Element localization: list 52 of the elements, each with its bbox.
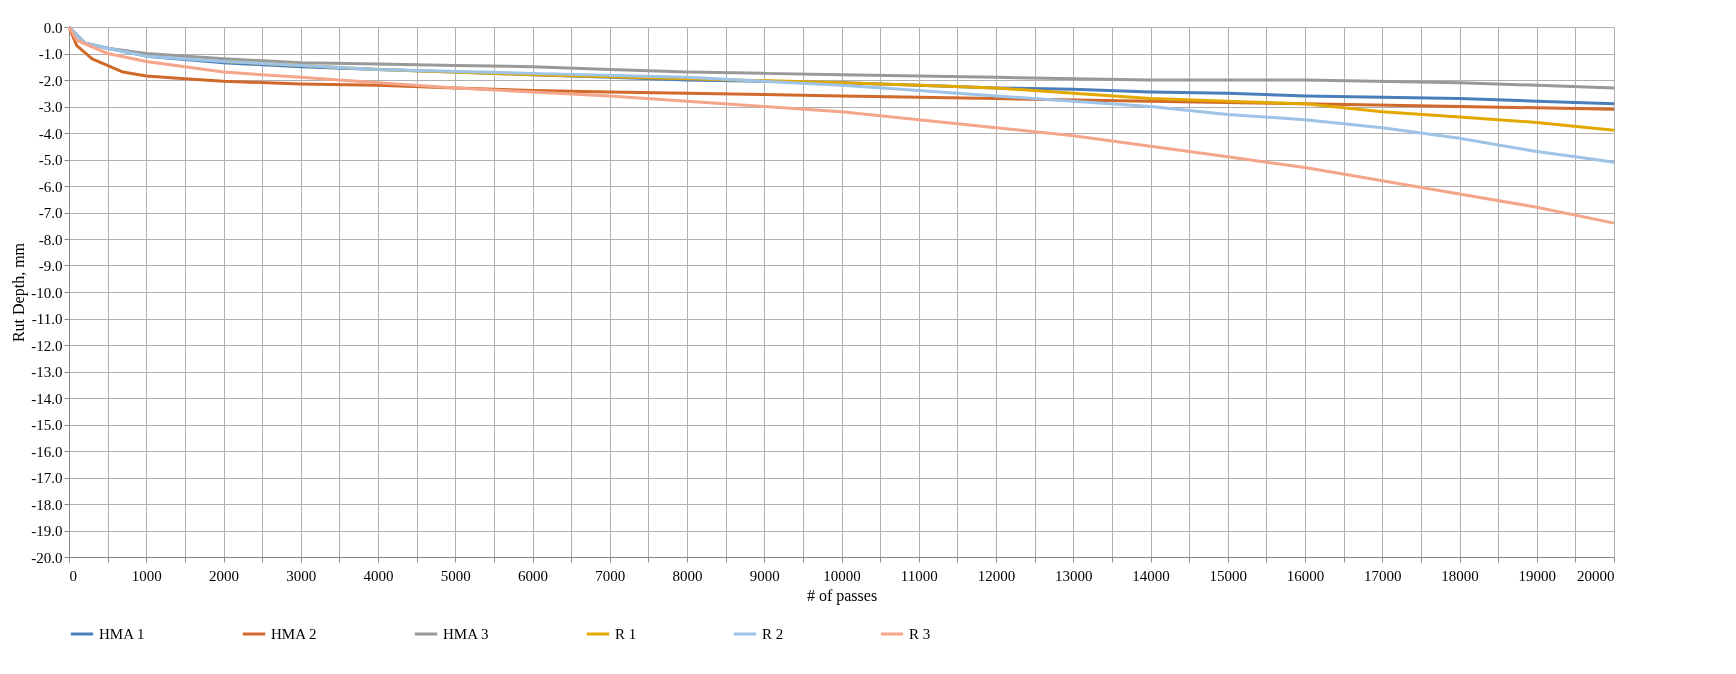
x-tick-label: 18000 bbox=[1441, 567, 1479, 584]
x-tick-label: 3000 bbox=[286, 567, 317, 584]
x-tick-label: 12000 bbox=[977, 567, 1016, 584]
x-tick-label: 11000 bbox=[900, 567, 938, 584]
x-tick-label: 0 bbox=[69, 567, 77, 584]
x-tick-label: 9000 bbox=[749, 567, 780, 584]
y-tick-label: -1.0 bbox=[38, 46, 63, 62]
x-tick-label: 16000 bbox=[1286, 567, 1325, 584]
legend-label: HMA 1 bbox=[99, 626, 145, 642]
line-series bbox=[67, 25, 1616, 225]
x-tick-label: 14000 bbox=[1132, 567, 1170, 584]
y-tick-label: -5.0 bbox=[38, 152, 63, 168]
y-tick-label: -3.0 bbox=[38, 99, 63, 115]
y-tick-label: -7.0 bbox=[38, 205, 63, 221]
legend-label: R 2 bbox=[762, 626, 784, 642]
y-tick-label: -4.0 bbox=[38, 125, 63, 142]
legend-label: R 1 bbox=[615, 626, 637, 642]
y-axis-title: Rut Depth, mm bbox=[10, 242, 29, 343]
y-tick-label: -11.0 bbox=[31, 311, 63, 327]
y-tick-label: -20.0 bbox=[31, 549, 63, 566]
x-tick-label: 20000 bbox=[1577, 567, 1615, 584]
legend-label: HMA 3 bbox=[443, 626, 489, 642]
y-tick-label: -6.0 bbox=[38, 178, 63, 195]
x-tick-label: 13000 bbox=[1055, 567, 1093, 584]
x-tick-label: 8000 bbox=[672, 567, 703, 584]
x-tick-label: 2000 bbox=[209, 567, 239, 584]
y-tick-label: 0.0 bbox=[43, 19, 63, 36]
y-tick-label: -9.0 bbox=[38, 258, 63, 274]
y-tick-label: -12.0 bbox=[31, 337, 63, 354]
x-tick-label: 4000 bbox=[363, 567, 394, 584]
x-tick-label: 7000 bbox=[595, 567, 626, 584]
y-tick-label: -14.0 bbox=[31, 390, 63, 407]
legend-label: R 3 bbox=[909, 626, 931, 642]
x-tick-label: 19000 bbox=[1518, 567, 1556, 584]
x-tick-label: 5000 bbox=[440, 567, 471, 584]
y-tick-label: -2.0 bbox=[38, 72, 63, 89]
x-tick-label: 17000 bbox=[1364, 567, 1402, 584]
y-tick-label: -18.0 bbox=[31, 496, 63, 513]
y-tick-label: -16.0 bbox=[31, 443, 63, 460]
y-tick-label: -8.0 bbox=[38, 231, 63, 248]
x-tick-label: 15000 bbox=[1209, 567, 1247, 584]
y-tick-label: -10.0 bbox=[31, 284, 63, 301]
x-tick-label: 10000 bbox=[823, 567, 861, 584]
y-tick-label: -13.0 bbox=[31, 364, 63, 380]
line-series bbox=[67, 25, 1616, 164]
y-tick-label: -19.0 bbox=[31, 523, 63, 539]
x-tick-label: 1000 bbox=[131, 567, 162, 584]
y-tick-label: -15.0 bbox=[31, 417, 63, 433]
x-tick-label: 6000 bbox=[518, 567, 548, 584]
x-axis-title: # of passes bbox=[806, 586, 878, 605]
legend-label: HMA 2 bbox=[271, 626, 317, 642]
y-tick-label: -17.0 bbox=[31, 470, 63, 486]
